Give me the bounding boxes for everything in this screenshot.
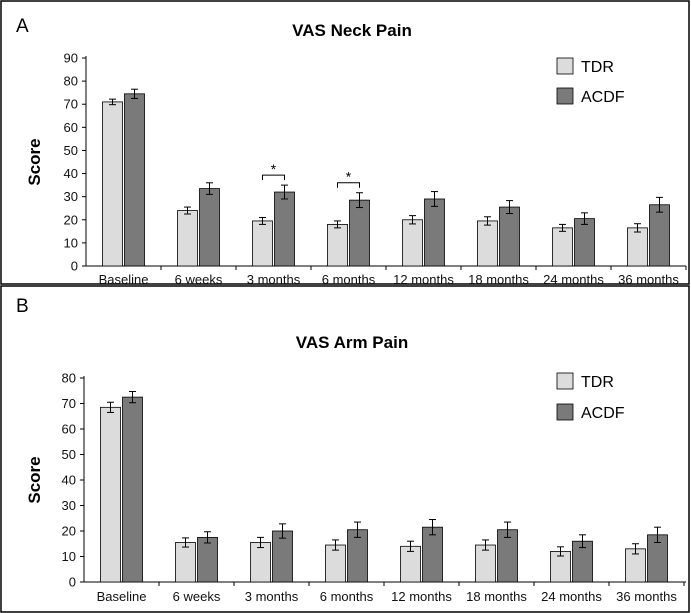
panel-a-letter: A xyxy=(16,16,29,37)
significance-star: * xyxy=(271,161,277,177)
bar-tdr-18-months xyxy=(478,221,498,266)
x-tick-label: 12 months xyxy=(393,272,454,287)
x-tick-label: 6 months xyxy=(322,272,376,287)
x-tick-label: 6 weeks xyxy=(173,589,221,604)
chart-title: VAS Arm Pain xyxy=(296,333,408,352)
bar-tdr-6-weeks xyxy=(176,542,196,582)
y-tick-label: 30 xyxy=(64,189,78,204)
bar-tdr-12-months xyxy=(403,220,423,266)
panel-b-letter: B xyxy=(16,296,29,317)
y-tick-label: 0 xyxy=(71,259,78,274)
x-tick-label: 12 months xyxy=(391,589,452,604)
x-tick-label: 6 months xyxy=(320,589,374,604)
legend-label-acdf: ACDF xyxy=(581,405,625,422)
y-tick-label: 20 xyxy=(62,524,76,539)
bar-acdf-36-months xyxy=(650,205,670,266)
x-tick-label: 3 months xyxy=(247,272,301,287)
bar-acdf-24-months xyxy=(575,219,595,266)
y-tick-label: 60 xyxy=(62,422,76,437)
legend: TDR ACDF xyxy=(557,373,625,422)
legend-label-acdf: ACDF xyxy=(581,89,625,106)
x-tick-label: 18 months xyxy=(466,589,527,604)
bar-tdr-3-months xyxy=(253,221,273,266)
y-tick-label: 40 xyxy=(64,166,78,181)
y-tick-label: 60 xyxy=(64,120,78,135)
legend-swatch-tdr xyxy=(557,58,573,74)
y-tick-label: 20 xyxy=(64,212,78,227)
legend-label-tdr: TDR xyxy=(581,59,614,76)
y-tick-label: 0 xyxy=(69,575,76,590)
y-tick-label: 30 xyxy=(62,498,76,513)
y-axis-label: Score xyxy=(25,138,44,185)
bar-acdf-18-months xyxy=(500,207,520,266)
x-tick-label: 18 months xyxy=(468,272,529,287)
y-tick-label: 50 xyxy=(62,447,76,462)
bar-acdf-12-months xyxy=(423,527,443,582)
bar-acdf-6-weeks xyxy=(198,537,218,582)
x-tick-label: 36 months xyxy=(616,589,677,604)
panel-b: B VAS Arm Pain Score 0 10 20 30 40 50 60 70 80 Base… xyxy=(1,286,689,612)
bar-acdf-3-months xyxy=(273,531,293,582)
bar-tdr-baseline xyxy=(103,102,123,266)
legend-swatch-acdf xyxy=(557,404,573,420)
chart-title: VAS Neck Pain xyxy=(292,21,412,40)
significance-6-months: * xyxy=(338,169,360,188)
y-tick-label: 40 xyxy=(62,473,76,488)
y-tick-label: 70 xyxy=(64,97,78,112)
x-tick-label: 3 months xyxy=(245,589,299,604)
bar-tdr-36-months xyxy=(628,228,648,266)
y-tick-label: 50 xyxy=(64,143,78,158)
bar-acdf-6-weeks xyxy=(200,189,220,266)
y-tick-label: 10 xyxy=(62,549,76,564)
y-tick-label: 70 xyxy=(62,396,76,411)
legend: TDR ACDF xyxy=(557,58,625,106)
significance-star: * xyxy=(346,169,352,185)
x-tick-label: 24 months xyxy=(543,272,604,287)
bar-tdr-6-weeks xyxy=(178,211,198,266)
y-tick-label: 80 xyxy=(62,371,76,386)
legend-label-tdr: TDR xyxy=(581,374,614,391)
bar-acdf-baseline xyxy=(123,397,143,582)
bar-tdr-24-months xyxy=(553,228,573,266)
bar-acdf-12-months xyxy=(425,199,445,266)
y-tick-label: 90 xyxy=(64,51,78,66)
y-tick-label: 10 xyxy=(64,235,78,250)
y-axis-label: Score xyxy=(25,456,44,503)
bar-acdf-3-months xyxy=(275,192,295,266)
panel-a: A VAS Neck Pain Score 0 10 20 30 40 50 60 70 80 90 B… xyxy=(1,1,689,287)
bar-tdr-3-months xyxy=(251,542,271,582)
legend-swatch-tdr xyxy=(557,373,573,389)
x-tick-label: 24 months xyxy=(541,589,602,604)
x-tick-label: 36 months xyxy=(618,272,679,287)
bar-tdr-baseline xyxy=(101,407,121,582)
bar-acdf-6-months xyxy=(350,200,370,266)
x-tick-label: Baseline xyxy=(97,589,147,604)
significance-3-months: * xyxy=(263,161,285,180)
chart-vas-neck-pain: VAS Neck Pain Score 0 10 20 30 40 50 60 70 80 90 Bas… xyxy=(25,21,686,287)
y-tick-label: 80 xyxy=(64,74,78,89)
legend-swatch-acdf xyxy=(557,88,573,104)
x-tick-label: Baseline xyxy=(99,272,149,287)
bar-acdf-baseline xyxy=(125,94,145,266)
chart-vas-arm-pain: VAS Arm Pain Score 0 10 20 30 40 50 60 70 80 Baseli… xyxy=(25,333,686,604)
bar-tdr-6-months xyxy=(328,224,348,266)
x-tick-label: 6 weeks xyxy=(175,272,223,287)
